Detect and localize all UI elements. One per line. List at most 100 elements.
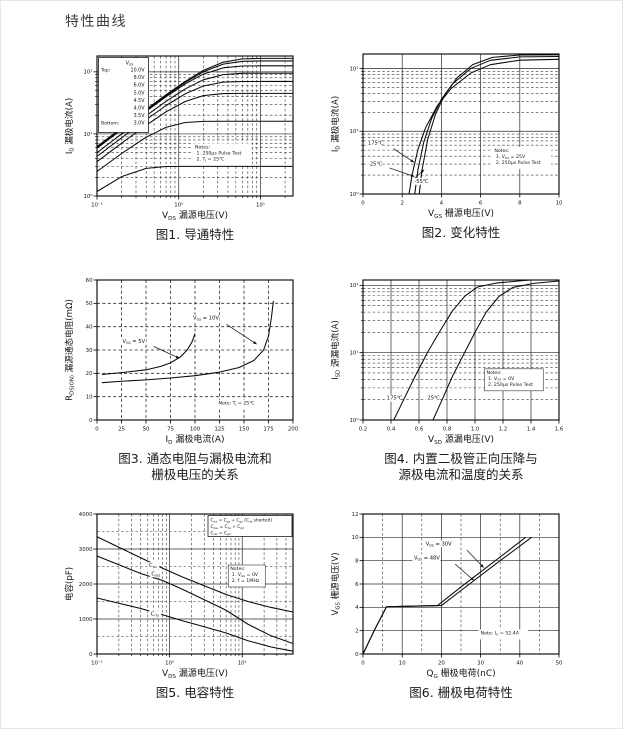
svg-text:Bottom:: Bottom: bbox=[101, 121, 120, 127]
svg-text:10: 10 bbox=[86, 395, 93, 401]
y-axis-label: VGS 栅源电压(V) bbox=[329, 552, 342, 615]
fig5-caption: 图5. 电容特性 bbox=[155, 685, 235, 700]
svg-text:1.4: 1.4 bbox=[527, 427, 536, 433]
svg-text:0: 0 bbox=[355, 652, 359, 658]
svg-text:20: 20 bbox=[438, 661, 445, 667]
svg-text:10¹: 10¹ bbox=[83, 131, 92, 138]
svg-text:Notes:: Notes: bbox=[494, 148, 510, 154]
svg-text:10⁰: 10⁰ bbox=[349, 417, 358, 424]
page-title: 特性曲线 bbox=[65, 14, 127, 30]
svg-text:10⁰: 10⁰ bbox=[174, 202, 183, 209]
svg-text:VGS = 10V: VGS = 10V bbox=[193, 316, 219, 322]
curve-label: Ciss bbox=[147, 562, 160, 569]
notes: Note: TJ = 25℃ bbox=[216, 399, 261, 410]
svg-text:3.5V: 3.5V bbox=[134, 113, 146, 119]
x-axis-label: ID 漏极电流(A) bbox=[166, 433, 225, 446]
x-axis-label: VGS 栅源电压(V) bbox=[428, 207, 494, 220]
svg-text:10⁰: 10⁰ bbox=[83, 193, 92, 200]
svg-text:0: 0 bbox=[89, 652, 93, 658]
svg-text:60: 60 bbox=[86, 278, 93, 284]
svg-text:0.8: 0.8 bbox=[443, 427, 452, 433]
grid-minor bbox=[97, 514, 293, 654]
svg-text:4.0V: 4.0V bbox=[134, 106, 146, 112]
figure-5: 10⁻¹ 10⁰ 10¹ 0 1000 2000 3000 4000 VDS 漏源电压(V) 电容… bbox=[63, 507, 307, 701]
svg-text:10¹: 10¹ bbox=[256, 202, 265, 209]
svg-text:Coss = Cds + Cgd: Coss = Cds + Cgd bbox=[211, 524, 245, 530]
fig3-caption-line2: 栅极电压的关系 bbox=[151, 467, 239, 482]
svg-text:Notes:: Notes: bbox=[486, 370, 502, 376]
curve-label: VDS = 48V bbox=[412, 554, 475, 581]
svg-text:30: 30 bbox=[477, 661, 484, 667]
grid-major bbox=[97, 280, 293, 420]
grid-major bbox=[363, 54, 559, 194]
svg-text:2. 250μs Pulse Test: 2. 250μs Pulse Test bbox=[488, 382, 533, 388]
svg-text:10⁰: 10⁰ bbox=[165, 660, 174, 667]
svg-text:10⁻¹: 10⁻¹ bbox=[91, 660, 103, 667]
curve-label: -55℃ bbox=[412, 169, 429, 185]
fig4-caption: 图4. 内置二极管正向压降与 bbox=[384, 451, 538, 466]
ticks: 0 25 50 75 100 125 150 175 200 0 10 20 30 40 50 60 bbox=[86, 278, 299, 433]
svg-text:10²: 10² bbox=[349, 282, 358, 289]
fig6-caption: 图6. 栅极电荷特性 bbox=[409, 685, 513, 700]
svg-text:1. VGS = 0V: 1. VGS = 0V bbox=[488, 376, 515, 382]
svg-text:0.6: 0.6 bbox=[415, 427, 424, 433]
svg-text:2: 2 bbox=[355, 629, 358, 635]
svg-text:6: 6 bbox=[355, 582, 359, 588]
figure-3: 0 25 50 75 100 125 150 175 200 0 10 20 30 40 50 60 ID 漏极… bbox=[63, 273, 307, 483]
svg-text:6.0V: 6.0V bbox=[134, 83, 146, 89]
y-axis-label: ISD 源漏电流(A) bbox=[329, 320, 342, 380]
notes: Notes:1. VGS = 0V2. f = 1MHz bbox=[227, 564, 266, 588]
svg-text:200: 200 bbox=[288, 427, 299, 433]
svg-text:1. VDS = 25V: 1. VDS = 25V bbox=[496, 154, 526, 160]
svg-text:Ciss: Ciss bbox=[149, 563, 157, 569]
fig3-caption: 图3. 通态电阻与漏极电流和 bbox=[118, 451, 272, 466]
svg-text:VDS = 30V: VDS = 30V bbox=[426, 542, 452, 548]
svg-text:125: 125 bbox=[214, 427, 224, 433]
svg-text:8: 8 bbox=[355, 559, 359, 565]
svg-text:10²: 10² bbox=[83, 69, 92, 76]
curve-label: VGS = 5V bbox=[120, 338, 180, 359]
svg-text:4: 4 bbox=[440, 201, 444, 207]
x-axis-label: QG 栅极电荷(nC) bbox=[426, 667, 495, 680]
svg-text:Note: TJ = 25℃: Note: TJ = 25℃ bbox=[219, 401, 255, 407]
svg-text:VGS: VGS bbox=[126, 61, 134, 67]
svg-text:1.2: 1.2 bbox=[499, 427, 508, 433]
x-axis-label: VDS 漏源电压(V) bbox=[162, 209, 228, 222]
svg-text:Notes:: Notes: bbox=[195, 144, 211, 150]
svg-text:3000: 3000 bbox=[79, 547, 93, 553]
svg-text:10: 10 bbox=[399, 661, 406, 667]
svg-text:4: 4 bbox=[355, 605, 359, 611]
figure-2: 0 2 4 6 8 10 10⁰ 10¹ 10² VGS 栅源电压(V) ID 漏极电流(A) 175… bbox=[329, 47, 573, 241]
svg-text:6: 6 bbox=[479, 201, 483, 207]
svg-text:40: 40 bbox=[86, 325, 93, 331]
curve-label: 175℃ bbox=[385, 394, 403, 402]
svg-text:10.0V: 10.0V bbox=[131, 68, 146, 74]
legend-box: VGS Top: 10.0V8.0V 6.0V5.0V 4.5V 4.0V3.5V Bott… bbox=[98, 57, 149, 133]
fig5-chart: 10⁻¹ 10⁰ 10¹ 0 1000 2000 3000 4000 VDS 漏源电压(V) 电容… bbox=[63, 512, 294, 680]
svg-text:Top:: Top: bbox=[100, 68, 111, 74]
curve-label: 175℃ bbox=[366, 139, 415, 163]
svg-text:50: 50 bbox=[86, 301, 93, 307]
series bbox=[97, 536, 293, 652]
figure-6: 0 10 20 30 40 50 0 2 4 6 8 10 12 QG 栅极电荷(nC) VGS 栅源电压(… bbox=[329, 507, 573, 701]
svg-text:-55℃: -55℃ bbox=[414, 179, 428, 185]
svg-text:VGS = 5V: VGS = 5V bbox=[122, 339, 145, 345]
notes: Note: ID = 52.4A bbox=[478, 629, 529, 640]
svg-text:1000: 1000 bbox=[79, 617, 93, 623]
y-axis-label: ID 漏极电流(A) bbox=[63, 98, 76, 154]
svg-text:Ciss = Cgs + Cgd (Cds shorted): Ciss = Cgs + Cgd (Cds shorted) bbox=[211, 518, 273, 524]
svg-text:0: 0 bbox=[89, 418, 93, 424]
ticks: 10⁻¹ 10⁰ 10¹ 10⁰ 10¹ 10² bbox=[83, 69, 286, 209]
svg-text:10¹: 10¹ bbox=[349, 350, 358, 357]
fig2-chart: 0 2 4 6 8 10 10⁰ 10¹ 10² VGS 栅源电压(V) ID 漏极电流(A) 175… bbox=[329, 53, 563, 220]
svg-text:10: 10 bbox=[352, 535, 359, 541]
svg-text:10¹: 10¹ bbox=[238, 660, 247, 667]
svg-text:5.0V: 5.0V bbox=[134, 90, 146, 96]
svg-text:0.4: 0.4 bbox=[387, 427, 396, 433]
svg-text:2: 2 bbox=[400, 201, 403, 207]
y-axis-label: RDS(ON) 漏源通态电阻(mΩ) bbox=[63, 299, 76, 401]
svg-text:12: 12 bbox=[352, 512, 359, 518]
ticks: 0.2 0.4 0.6 0.8 1.0 1.2 1.4 1.6 10⁰ 10¹ 10² bbox=[349, 282, 563, 432]
curve-label: Crss bbox=[149, 610, 162, 618]
ticks: 0 2 4 6 8 10 10⁰ 10¹ 10² bbox=[349, 65, 563, 206]
